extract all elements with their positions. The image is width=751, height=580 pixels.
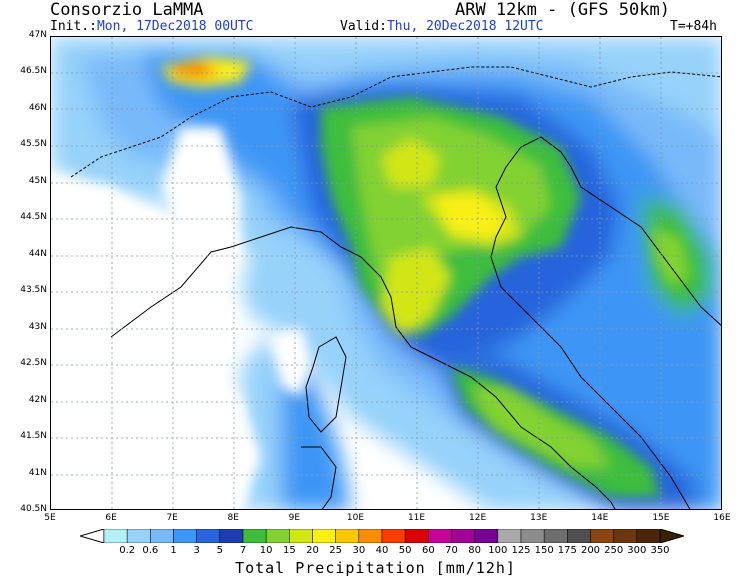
colorbar-swatch (103, 529, 128, 543)
colorbar-swatch (543, 529, 568, 543)
colorbar-swatch (265, 529, 290, 543)
colorbar (80, 529, 684, 543)
colorbar-label: 175 (557, 545, 577, 556)
colorbar-label: 7 (239, 545, 247, 556)
lon-label: 11E (407, 513, 426, 523)
lon-label: 5E (44, 513, 56, 523)
lon-label: 15E (652, 513, 670, 523)
lat-label: 44N (28, 248, 47, 259)
lon-label: 9E (288, 513, 301, 523)
title-left: Consorzio LaMMA (50, 0, 204, 20)
lat-label: 47N (28, 30, 47, 40)
lat-label: 45.5N (20, 139, 47, 150)
colorbar-label: 150 (534, 545, 554, 556)
colorbar-label: 60 (421, 545, 435, 556)
lat-label: 40.5N (20, 504, 47, 514)
colorbar-swatch (497, 529, 522, 543)
colorbar-label: 350 (650, 545, 670, 556)
colorbar-swatch (242, 529, 267, 543)
colorbar-swatch (451, 529, 475, 543)
colorbar-swatch (381, 529, 406, 543)
title-right: ARW 12km - (GFS 50km) (455, 0, 670, 20)
colorbar-swatch (335, 529, 360, 543)
colorbar-swatch (126, 529, 151, 543)
lat-label: 42.5N (20, 358, 47, 369)
colorbar-swatch (289, 529, 313, 543)
colorbar-label: 80 (468, 545, 482, 556)
lon-label: 8E (227, 513, 239, 523)
colorbar-label: 0.2 (119, 545, 136, 556)
valid-row: Valid:Thu, 20Dec2018 12UTC (340, 19, 544, 34)
colorbar-swatch (636, 529, 661, 543)
valid-label: Valid: (340, 19, 387, 34)
colorbar-swatch (173, 529, 197, 543)
colorbar-label: 15 (282, 545, 296, 556)
init-value: Mon, 17Dec2018 00UTC (96, 19, 254, 34)
colorbar-label: 20 (306, 545, 319, 556)
lon-label: 10E (346, 513, 365, 523)
colorbar-label: 100 (488, 545, 508, 556)
colorbar-swatch (196, 529, 221, 543)
lat-label: 46N (28, 102, 47, 113)
colorbar-swatch (358, 529, 383, 543)
graticule (51, 37, 721, 509)
colorbar-swatch (312, 529, 336, 543)
lat-label: 41N (28, 467, 47, 478)
colorbar-swatch (590, 529, 614, 543)
colorbar-label: 125 (511, 545, 531, 556)
lead-time: T=+84h (670, 19, 717, 34)
colorbar-swatch (613, 529, 638, 543)
colorbar-left-arrow (80, 529, 105, 543)
colorbar-label: 70 (445, 545, 458, 556)
map-svg (51, 37, 721, 509)
colorbar-label: 30 (352, 545, 366, 556)
lat-label: 46.5N (20, 66, 47, 77)
valid-value: Thu, 20Dec2018 12UTC (386, 19, 544, 34)
colorbar-label: 5 (216, 545, 224, 556)
colorbar-title: Total Precipitation [mm/12h] (235, 559, 516, 577)
colorbar-swatch (150, 529, 174, 543)
lon-label: 14E (591, 513, 609, 523)
colorbar-label: 50 (398, 545, 412, 556)
precipitation-map (50, 36, 722, 510)
colorbar-swatch (219, 529, 244, 543)
lat-label: 45N (28, 175, 47, 186)
coastlines (70, 66, 721, 509)
colorbar-label: 3 (193, 545, 200, 556)
colorbar-swatch (520, 529, 545, 543)
colorbar-swatch (404, 529, 429, 543)
lon-label: 16E (713, 513, 731, 523)
colorbar-swatch (567, 529, 591, 543)
colorbar-label: 250 (604, 545, 624, 556)
init-label: Init.: (50, 19, 97, 34)
lat-label: 43N (28, 321, 47, 332)
lat-label: 43.5N (20, 285, 47, 296)
colorbar-swatch (428, 529, 452, 543)
lat-label: 44.5N (20, 212, 47, 223)
init-row: Init.:Mon, 17Dec2018 00UTC (50, 19, 254, 34)
lon-label: 7E (166, 513, 178, 523)
colorbar-label: 0.6 (142, 545, 159, 556)
colorbar-label: 300 (627, 545, 647, 556)
lon-label: 6E (105, 513, 117, 523)
colorbar-label: 1 (170, 545, 177, 556)
colorbar-right-arrow (659, 529, 684, 543)
lat-label: 42N (28, 394, 47, 405)
colorbar-label: 40 (375, 545, 389, 556)
lon-label: 12E (469, 513, 487, 523)
colorbar-label: 200 (580, 545, 601, 556)
lat-label: 41.5N (20, 431, 47, 442)
lon-label: 13E (530, 513, 548, 523)
colorbar-label: 10 (259, 545, 273, 556)
colorbar-swatch (474, 529, 499, 543)
colorbar-label: 25 (329, 545, 343, 556)
